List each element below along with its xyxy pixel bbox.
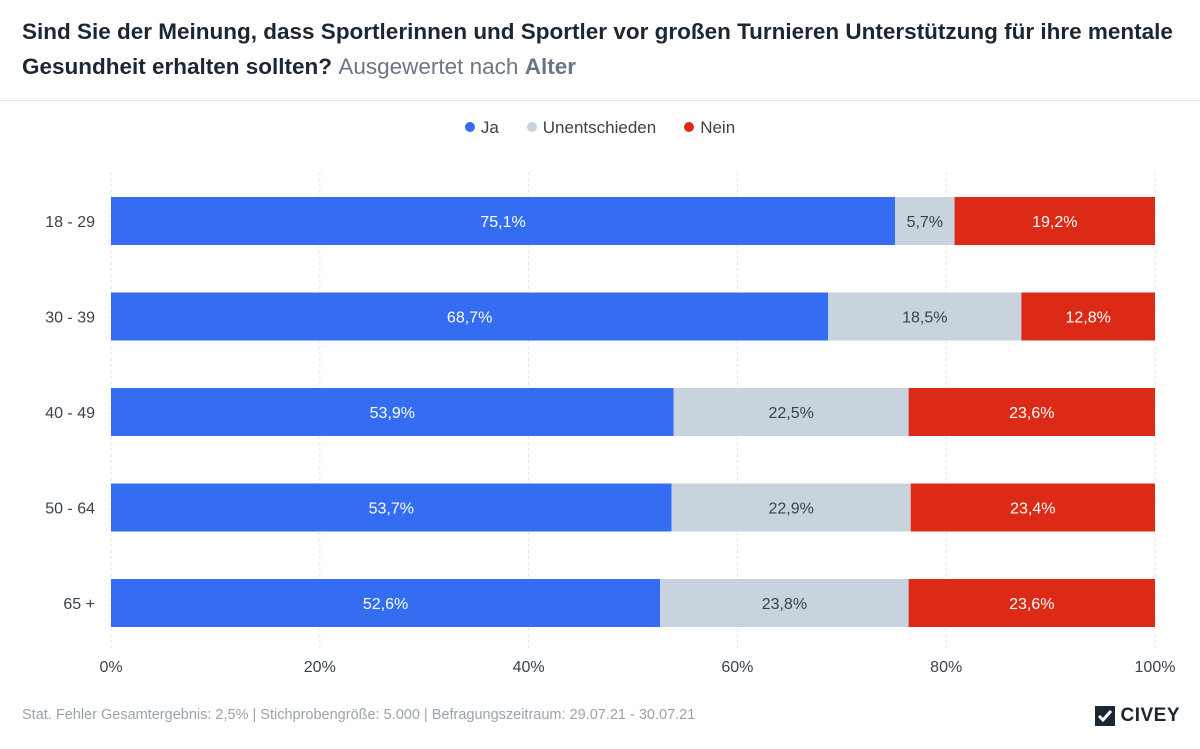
legend-dot-ja (464, 122, 475, 132)
legend-label-nein: Nein (700, 118, 736, 137)
civey-logo: CIVEY (1094, 705, 1180, 727)
bar-unentschieden (660, 579, 909, 627)
y-category-label: 50 - 64 (45, 501, 95, 518)
data-label: 52,6% (363, 596, 408, 613)
footer-note: Stat. Fehler Gesamtergebnis: 2,5% | Stic… (22, 707, 696, 723)
legend-label-unentschieden: Unentschieden (542, 118, 657, 137)
bar-ja (111, 388, 674, 436)
y-category-label: 18 - 29 (45, 214, 95, 231)
bar-nein (908, 388, 1155, 436)
data-label: 75,1% (480, 214, 525, 231)
data-label: 12,8% (1065, 310, 1110, 327)
data-label: 23,6% (1009, 405, 1054, 422)
subtitle-bold: Alter (524, 54, 576, 79)
y-category-label: 30 - 39 (45, 310, 95, 327)
x-tick-label: 40% (513, 659, 545, 676)
legend-label-ja: Ja (480, 118, 499, 137)
bar-nein (908, 579, 1155, 627)
x-tick-label: 60% (721, 659, 753, 676)
bar-unentschieden (671, 483, 911, 532)
bar-ja (111, 483, 672, 532)
legend-item-unentschieden: Unentschieden (526, 118, 657, 138)
data-label: 53,9% (370, 405, 415, 422)
title-divider (0, 100, 1200, 101)
subtitle-prefix: Ausgewertet nach (338, 54, 519, 79)
legend-dot-nein (684, 122, 695, 132)
bar-unentschieden (895, 197, 955, 245)
legend-dot-unentschieden (526, 122, 537, 132)
bar-unentschieden (673, 388, 909, 436)
civey-logo-text: CIVEY (1120, 705, 1180, 726)
legend-item-ja: Ja (464, 118, 499, 138)
data-label: 22,5% (768, 405, 813, 422)
civey-logo-icon (1095, 706, 1116, 726)
data-label: 19,2% (1032, 214, 1077, 231)
legend-item-nein: Nein (684, 118, 735, 138)
bar-ja (111, 579, 661, 627)
data-label: 53,7% (369, 501, 414, 518)
bar-nein (910, 483, 1155, 532)
chart-title: Sind Sie der Meinung, dass Sportlerinnen… (22, 14, 1182, 84)
x-tick-label: 20% (304, 659, 336, 676)
x-tick-label: 100% (1135, 659, 1176, 676)
data-label: 23,6% (1009, 596, 1054, 613)
data-label: 68,7% (447, 310, 492, 327)
y-category-label: 40 - 49 (45, 405, 95, 422)
data-label: 23,8% (762, 596, 807, 613)
data-label: 5,7% (907, 214, 943, 231)
data-label: 23,4% (1010, 501, 1055, 518)
title-main: Sind Sie der Meinung, dass Sportlerinnen… (22, 19, 1173, 79)
bar-chart: 0% 20% 40% 60% 80% 100% 18 - 29 75,1% 5,7% 19,2% 3… (45, 172, 1176, 676)
y-category-label: 65 + (63, 596, 95, 613)
bar-unentschieden (828, 292, 1022, 341)
bar-nein (1021, 292, 1155, 341)
bar-ja (111, 292, 829, 341)
data-label: 22,9% (768, 501, 813, 518)
x-tick-label: 80% (930, 659, 962, 676)
data-label: 18,5% (902, 310, 947, 327)
title-subtitle: Ausgewertet nach Alter (338, 54, 576, 79)
x-tick-label: 0% (99, 659, 122, 676)
bar-nein (954, 197, 1155, 245)
chart-legend: Ja Unentschieden Nein (0, 118, 1200, 138)
bar-ja (111, 197, 896, 245)
